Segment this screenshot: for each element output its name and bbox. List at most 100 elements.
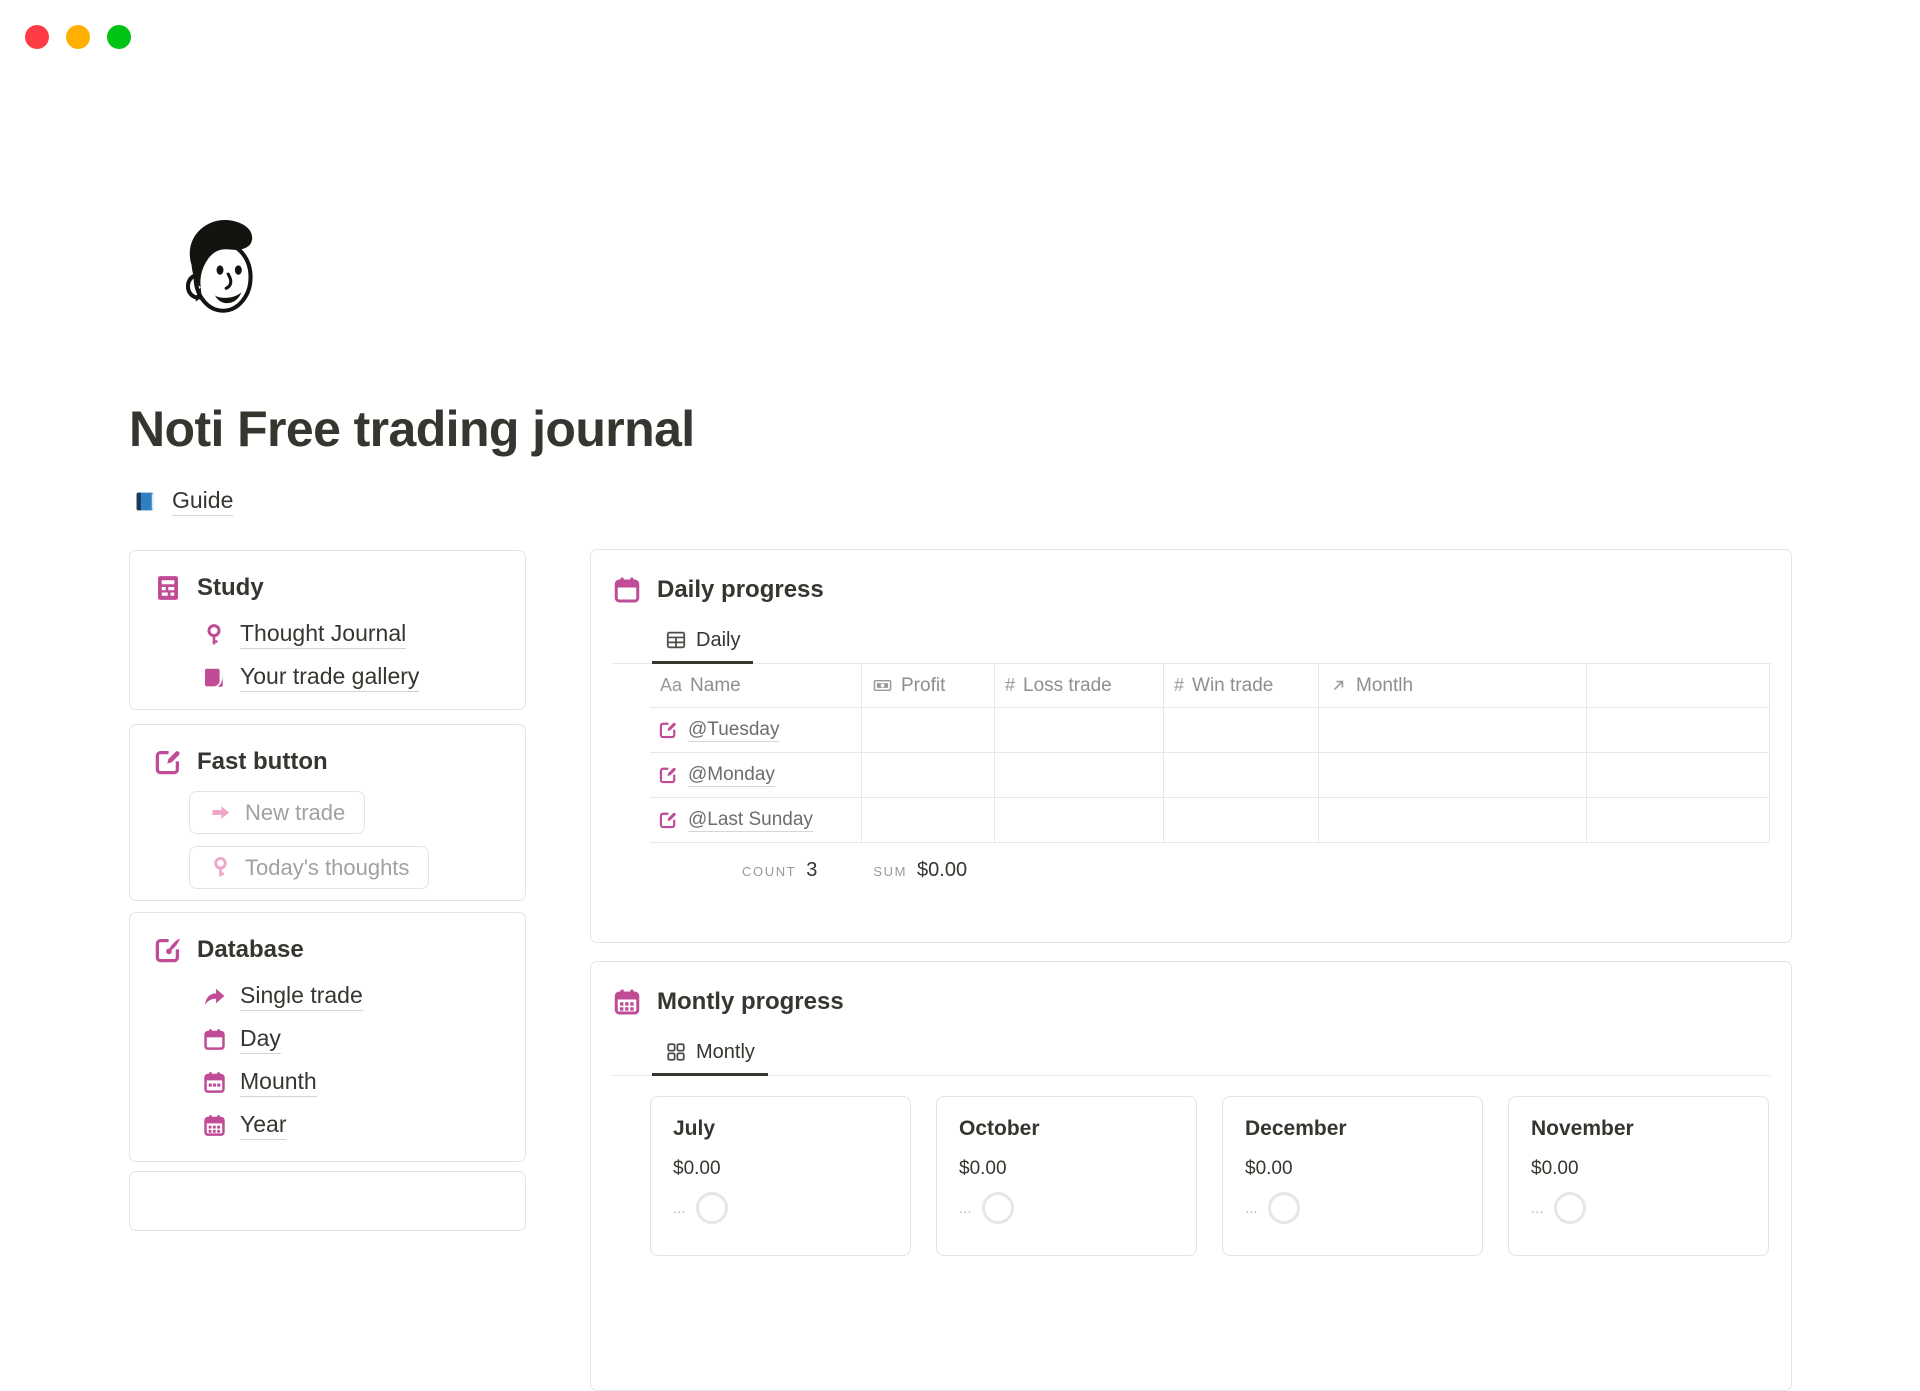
edit-square-icon (658, 720, 678, 740)
sum-label[interactable]: SUM (873, 864, 908, 879)
daily-progress-title: Daily progress (657, 576, 824, 603)
table-cell[interactable] (1164, 798, 1319, 843)
table-cell[interactable] (995, 708, 1164, 753)
progress-ring (1553, 1192, 1586, 1224)
table-row: @Monday (650, 753, 862, 798)
table-cell[interactable] (1164, 753, 1319, 798)
month-name[interactable]: July (673, 1117, 716, 1140)
table-cell[interactable] (995, 753, 1164, 798)
month-sum-value: $0.00 (959, 1158, 1007, 1179)
todays-thoughts-button[interactable]: Today's thoughts (189, 846, 430, 889)
close-window-button[interactable] (25, 25, 49, 49)
table-cell[interactable] (1319, 798, 1587, 843)
column-label: Montlh (1356, 674, 1414, 696)
sum-value: $0.00 (917, 859, 968, 881)
month-name[interactable]: October (959, 1117, 1040, 1140)
study-item-label[interactable]: Your trade gallery (240, 663, 420, 692)
count-value: 3 (806, 859, 818, 881)
arrow-ne-icon (1329, 676, 1348, 695)
column-label: Loss trade (1023, 674, 1112, 696)
column-header-profit[interactable]: Profit (862, 664, 995, 708)
table-cell[interactable] (995, 798, 1164, 843)
fast-button-box: Fast button New trade Today's thoughts (129, 724, 526, 901)
study-title: Study (197, 574, 264, 601)
month-ellipsis: ... (673, 1199, 686, 1217)
table-aggregates: COUNT 3 SUM $0.00 (742, 859, 1771, 882)
column-label: Name (690, 674, 741, 696)
month-card-november[interactable]: November $0.00 ... (1508, 1096, 1769, 1256)
study-item-label[interactable]: Thought Journal (240, 620, 407, 649)
hash-icon: # (1005, 675, 1016, 695)
zoom-window-button[interactable] (107, 25, 131, 49)
table-cell[interactable] (1319, 708, 1587, 753)
column-header-win-trade[interactable]: # Win trade (1164, 664, 1319, 708)
study-item-trade-gallery[interactable]: Your trade gallery (201, 656, 505, 699)
month-card-july[interactable]: July $0.00 ... (650, 1096, 911, 1256)
table-cell[interactable] (1587, 753, 1770, 798)
database-item-day[interactable]: Day (201, 1018, 505, 1061)
database-item-label[interactable]: Mounth (240, 1068, 317, 1097)
row-page-link[interactable]: @Tuesday (688, 718, 780, 742)
month-sum-value: $0.00 (673, 1158, 721, 1179)
row-page-link[interactable]: @Monday (688, 763, 775, 787)
calendar-icon (612, 575, 642, 605)
study-item-thought-journal[interactable]: Thought Journal (201, 613, 505, 656)
database-item-label[interactable]: Single trade (240, 982, 363, 1011)
brush-square-icon (153, 935, 183, 965)
tab-daily[interactable]: Daily (652, 619, 754, 664)
calculator-icon (153, 573, 183, 603)
arrow-right-icon (209, 801, 232, 824)
page-avatar (170, 212, 268, 326)
minimize-window-button[interactable] (66, 25, 90, 49)
calendar-month-icon (201, 1070, 227, 1095)
todays-thoughts-label: Today's thoughts (245, 854, 410, 880)
progress-ring (981, 1192, 1014, 1224)
aa-text-icon: Aa (660, 675, 683, 695)
month-cards: July $0.00 ... October $0.00 ... Decembe… (650, 1096, 1771, 1256)
table-cell[interactable] (1164, 708, 1319, 753)
database-item-label[interactable]: Year (240, 1111, 287, 1140)
table-row: @Tuesday (650, 708, 862, 753)
guide-label[interactable]: Guide (172, 487, 234, 516)
key-icon (201, 623, 227, 647)
edit-square-icon (658, 765, 678, 785)
table-row: @Last Sunday (650, 798, 862, 843)
column-header-loss-trade[interactable]: # Loss trade (995, 664, 1164, 708)
daily-progress-card: Daily progress Daily Aa Name Profit # Lo… (590, 549, 1792, 943)
gallery-icon (665, 1041, 687, 1063)
table-cell[interactable] (1587, 798, 1770, 843)
month-card-december[interactable]: December $0.00 ... (1222, 1096, 1483, 1256)
database-item-year[interactable]: Year (201, 1104, 505, 1147)
study-box: Study Thought Journal Your trade gallery (129, 550, 526, 710)
column-header-name[interactable]: Aa Name (650, 664, 862, 708)
database-item-single-trade[interactable]: Single trade (201, 975, 505, 1018)
database-item-mounth[interactable]: Mounth (201, 1061, 505, 1104)
new-trade-button[interactable]: New trade (189, 791, 366, 834)
column-label: Win trade (1192, 674, 1274, 696)
database-title: Database (197, 936, 304, 963)
book-copy-icon (201, 666, 227, 690)
table-cell[interactable] (862, 798, 995, 843)
month-sum-value: $0.00 (1245, 1158, 1293, 1179)
month-sum-value: $0.00 (1531, 1158, 1579, 1179)
key-icon (209, 856, 232, 879)
calendar-year-icon (612, 987, 642, 1017)
cartoon-face-icon (185, 220, 253, 313)
month-card-october[interactable]: October $0.00 ... (936, 1096, 1197, 1256)
row-page-link[interactable]: @Last Sunday (688, 808, 813, 832)
share-arrow-icon (201, 984, 227, 1009)
month-name[interactable]: November (1531, 1117, 1634, 1140)
table-cell[interactable] (862, 708, 995, 753)
table-cell[interactable] (862, 753, 995, 798)
database-item-label[interactable]: Day (240, 1025, 281, 1054)
tab-montly[interactable]: Montly (652, 1031, 768, 1076)
daily-tabs: Daily (612, 619, 1771, 664)
table-cell[interactable] (1319, 753, 1587, 798)
count-label[interactable]: COUNT (742, 864, 797, 879)
column-header-montlh[interactable]: Montlh (1319, 664, 1587, 708)
column-header-empty[interactable] (1587, 664, 1770, 708)
tab-daily-label: Daily (696, 628, 741, 651)
table-cell[interactable] (1587, 708, 1770, 753)
month-name[interactable]: December (1245, 1117, 1347, 1140)
guide-link[interactable]: Guide (133, 487, 234, 516)
